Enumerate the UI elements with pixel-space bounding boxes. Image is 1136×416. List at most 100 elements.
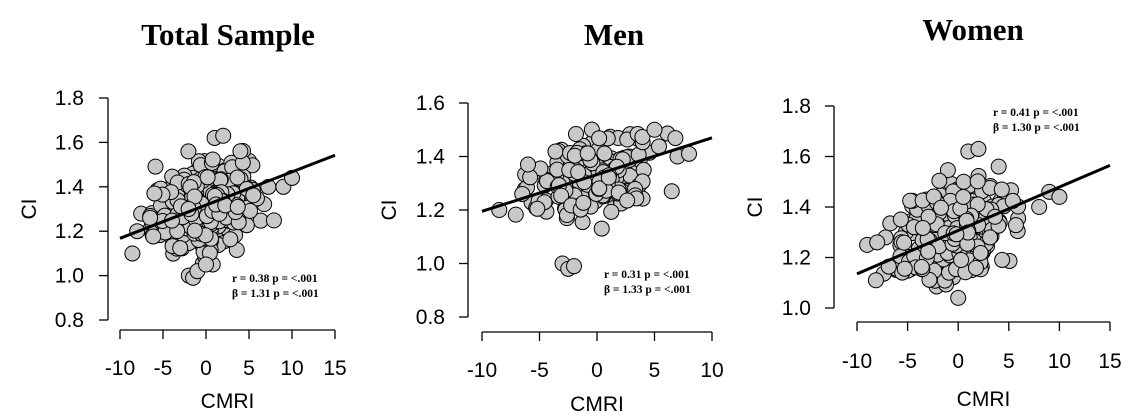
data-point: [222, 231, 239, 248]
data-point: [199, 169, 216, 186]
data-point: [867, 272, 884, 289]
data-point: [553, 187, 570, 204]
y-axis-label: CI: [18, 199, 41, 220]
x-tick-label: -5: [530, 359, 549, 382]
x-tick-label: 0: [952, 350, 964, 373]
data-point: [198, 256, 214, 273]
data-point: [1051, 188, 1068, 205]
x-tick-label: 10: [280, 357, 303, 380]
data-point: [982, 229, 999, 246]
panel-title: Women: [922, 12, 1024, 47]
data-point: [529, 200, 546, 217]
data-point: [124, 245, 141, 262]
data-point: [145, 228, 162, 245]
data-point: [566, 258, 582, 275]
data-point: [232, 143, 249, 160]
y-tick-label: 1.0: [416, 253, 445, 276]
x-tick-label: -10: [105, 357, 135, 380]
panel-0: Total Sample -10 -5 0 5 10 15 0.8 1.0 1.2 1.4 1.6 1.…: [18, 17, 347, 413]
data-point: [892, 211, 909, 228]
x-tick-label: 0: [591, 359, 603, 382]
data-point: [596, 145, 613, 162]
stats-annotation: r = 0.38 p = <.001: [232, 273, 318, 285]
y-tick-label: 1.8: [55, 87, 84, 110]
data-point: [180, 143, 197, 160]
panel-2: Women -10 -5 0 5 10 15 1.0 1.2 1.4 1.6 1.8 CMRI CI r =…: [744, 12, 1122, 411]
data-point: [593, 220, 610, 237]
data-point: [507, 206, 524, 223]
data-point: [646, 121, 663, 138]
data-point: [939, 162, 956, 179]
data-point: [914, 219, 931, 236]
data-point: [186, 222, 203, 239]
data-point: [969, 173, 986, 190]
x-axis-label: CMRI: [201, 390, 255, 413]
data-point: [265, 212, 282, 229]
y-tick-label: 1.4: [55, 176, 85, 199]
data-point: [591, 180, 608, 197]
x-tick-label: 5: [1003, 350, 1015, 373]
data-point: [896, 234, 913, 251]
data-point: [575, 194, 592, 211]
data-point: [932, 199, 949, 216]
y-tick-label: 1.2: [782, 247, 811, 270]
data-point: [1031, 199, 1048, 215]
scatter-points: [859, 140, 1068, 306]
data-point: [229, 169, 246, 186]
data-point: [579, 145, 596, 162]
x-axis-label: CMRI: [570, 393, 624, 416]
data-point: [955, 188, 972, 205]
x-axis-label: CMRI: [957, 388, 1011, 411]
data-point: [667, 130, 684, 147]
data-point: [931, 172, 948, 189]
data-point: [896, 260, 913, 277]
x-tick-label: 5: [243, 357, 255, 380]
data-point: [967, 259, 984, 276]
y-tick-label: 0.8: [55, 309, 84, 332]
data-point: [603, 203, 620, 220]
y-tick-label: 1.0: [55, 265, 84, 288]
data-point: [147, 158, 164, 175]
x-tick-label: -10: [467, 359, 497, 382]
data-point: [634, 129, 651, 146]
data-point: [229, 198, 246, 215]
data-point: [993, 181, 1010, 198]
x-tick-label: 15: [323, 357, 346, 380]
data-point: [619, 192, 636, 209]
x-tick-label: -5: [898, 350, 917, 373]
data-point: [970, 140, 987, 157]
x-tick-label: 10: [1048, 350, 1071, 373]
panel-title: Men: [584, 17, 644, 52]
data-point: [953, 252, 970, 269]
data-point: [994, 251, 1011, 268]
y-tick-label: 1.6: [55, 131, 84, 154]
stats-annotation: r = 0.31 p = <.001: [604, 269, 690, 281]
data-point: [972, 244, 989, 261]
stats-annotation: β = 1.30 p = <.001: [993, 122, 1080, 134]
data-point: [547, 143, 564, 160]
y-tick-label: 1.8: [782, 95, 811, 118]
data-point: [591, 130, 608, 147]
data-point: [663, 183, 680, 200]
data-point: [681, 145, 697, 162]
y-tick-label: 1.4: [782, 196, 812, 219]
data-point: [950, 289, 967, 306]
y-tick-label: 1.2: [416, 199, 445, 222]
data-point: [215, 127, 232, 144]
y-axis-label: CI: [744, 197, 767, 218]
data-point: [146, 185, 163, 202]
scatter-points: [124, 127, 300, 286]
y-tick-label: 1.4: [416, 146, 446, 169]
stats-annotation: r = 0.41 p = <.001: [993, 107, 1079, 119]
data-point: [172, 240, 189, 257]
data-point: [990, 158, 1007, 175]
x-tick-label: -10: [842, 350, 872, 373]
data-point: [567, 125, 584, 142]
regression-line: [856, 163, 1111, 276]
y-tick-label: 1.2: [55, 220, 84, 243]
y-axis-label: CI: [378, 200, 401, 221]
data-point: [204, 151, 221, 168]
data-point: [869, 234, 886, 251]
data-point: [1007, 217, 1024, 234]
